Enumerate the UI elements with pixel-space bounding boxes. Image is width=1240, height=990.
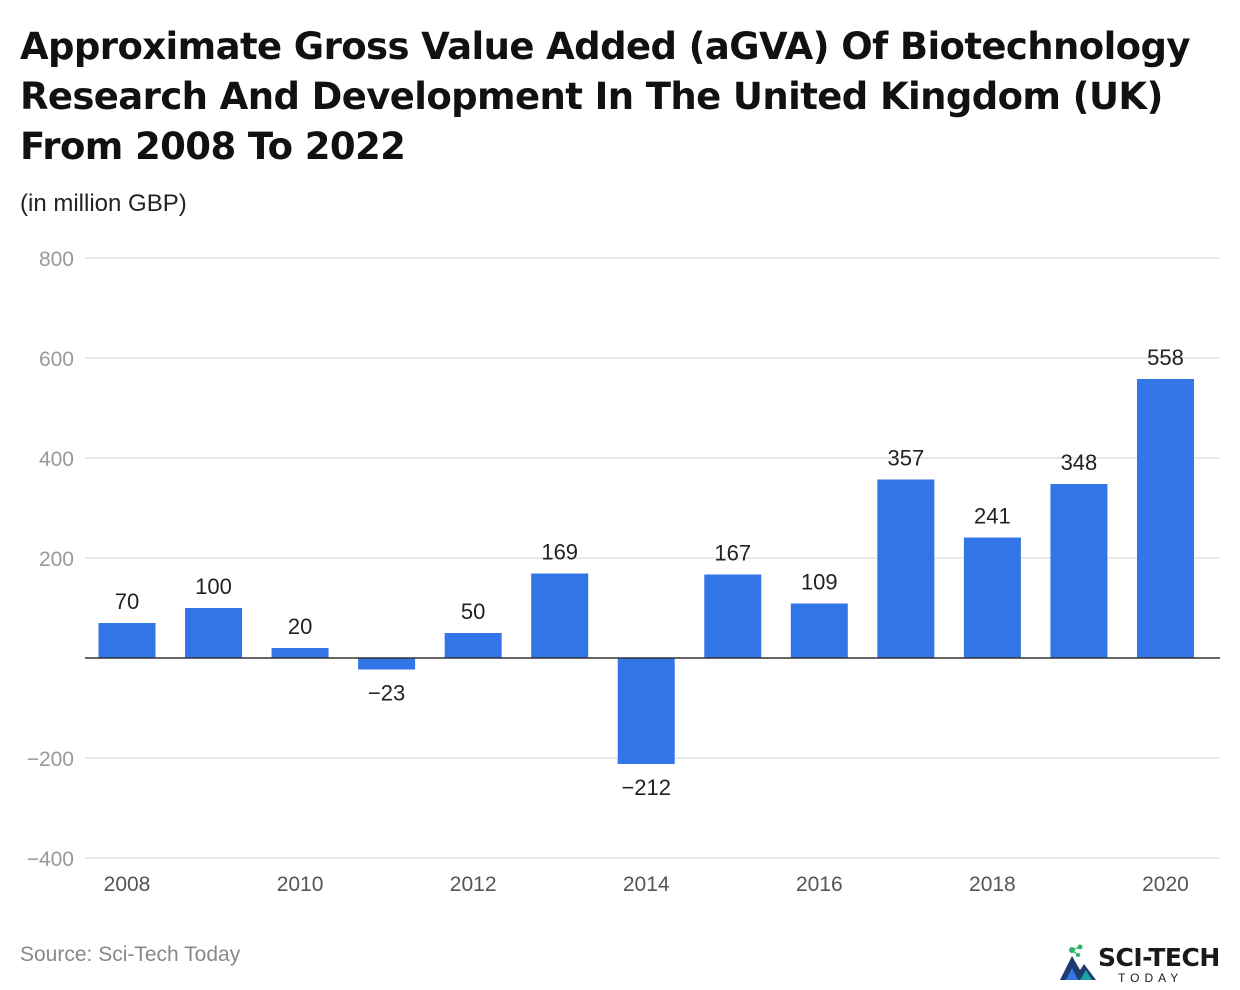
- data-label: 241: [974, 504, 1011, 529]
- x-tick-label: 2018: [969, 873, 1016, 896]
- chart-title: Approximate Gross Value Added (aGVA) Of …: [20, 25, 1190, 168]
- bar: [790, 603, 848, 658]
- data-label: 558: [1147, 345, 1184, 370]
- data-label: 357: [887, 446, 924, 471]
- bar: [531, 573, 589, 658]
- chart-subtitle: (in million GBP): [20, 190, 187, 217]
- brand-tagline: TODAY: [1118, 971, 1184, 985]
- bar: [98, 623, 156, 658]
- bar: [617, 658, 675, 764]
- y-tick-label: −400: [27, 848, 74, 871]
- bar: [358, 658, 416, 670]
- x-tick-label: 2020: [1142, 873, 1189, 896]
- bar: [877, 479, 935, 658]
- y-tick-label: 200: [39, 548, 74, 571]
- brand-logo: SCI-TECH TODAY: [1058, 940, 1233, 985]
- data-label: 109: [801, 570, 838, 595]
- data-label: 100: [195, 574, 232, 599]
- x-tick-label: 2008: [104, 873, 151, 896]
- bar: [271, 648, 329, 658]
- data-label: −23: [368, 681, 405, 706]
- mountain-molecule-icon: [1060, 944, 1096, 980]
- brand-name: SCI-TECH: [1098, 943, 1220, 972]
- bar: [963, 537, 1021, 658]
- y-tick-label: 400: [39, 448, 74, 471]
- bar: [1050, 484, 1108, 658]
- data-label: 167: [714, 541, 751, 566]
- data-label: 50: [461, 599, 485, 624]
- y-tick-label: 800: [39, 248, 74, 271]
- data-label: 169: [541, 540, 578, 565]
- x-tick-label: 2016: [796, 873, 843, 896]
- bar: [444, 633, 502, 658]
- data-label: −212: [621, 775, 671, 800]
- bar: [1136, 379, 1194, 658]
- data-label: 348: [1061, 450, 1098, 475]
- x-tick-label: 2010: [277, 873, 324, 896]
- bar: [185, 608, 243, 658]
- data-label: 20: [288, 614, 312, 639]
- y-tick-label: 600: [39, 348, 74, 371]
- data-label: 70: [115, 589, 139, 614]
- x-tick-label: 2012: [450, 873, 497, 896]
- x-tick-label: 2014: [623, 873, 670, 896]
- source-note: Source: Sci-Tech Today: [20, 943, 241, 966]
- bar: [704, 574, 762, 658]
- y-tick-label: −200: [27, 748, 74, 771]
- bar-chart: 800 600 400 200 −200 −400 70 2008 100 20 2010 −23 50…: [27, 248, 1220, 896]
